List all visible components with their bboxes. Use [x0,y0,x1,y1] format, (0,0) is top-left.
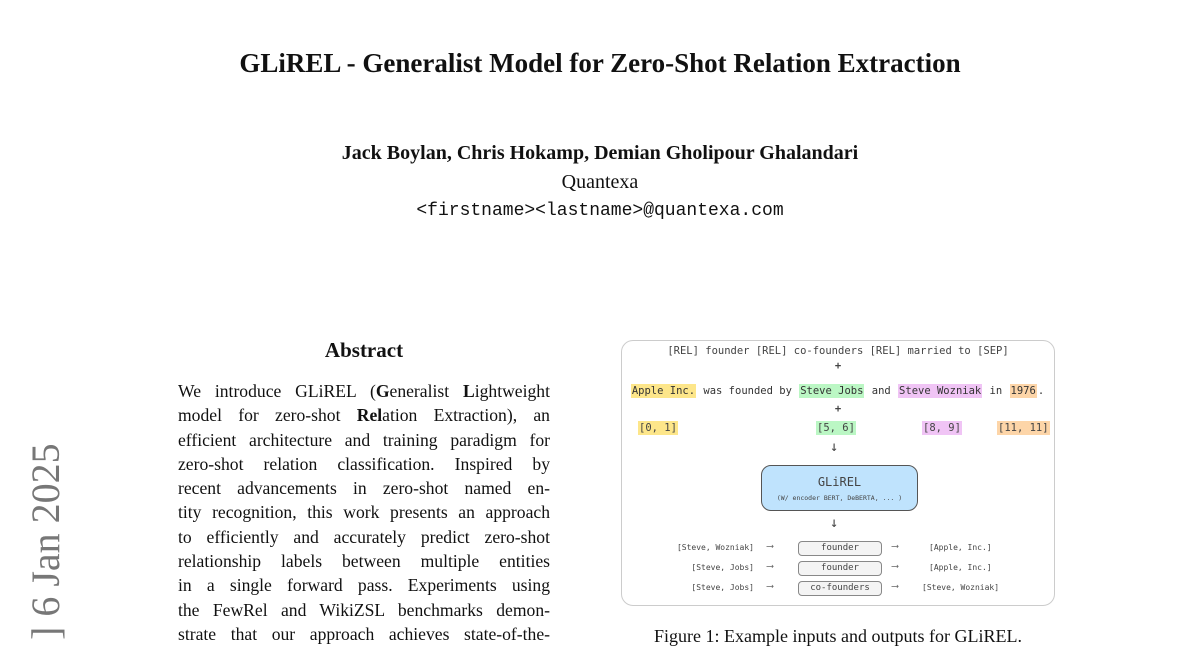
abstract-text: recent advancements in zero-shot named e… [178,478,550,499]
entity-highlight: Steve Wozniak [898,384,983,398]
input-sentence: Apple Inc. was founded by Steve Jobs and… [622,384,1054,398]
email: <firstname><lastname>@quantexa.com [416,201,784,221]
model-box: GLiREL (W/ encoder BERT, DeBERTA, ... ) [761,465,918,511]
paper-title: GLiREL - Generalist Model for Zero-Shot … [239,48,961,78]
abstract-text: strate that our approach achieves state-… [178,623,550,644]
abstract-text: tity recognition, this work presents an … [178,502,550,523]
arrow-right-icon: ⟶ [767,561,774,572]
abstract-line: the FewRel and WikiZSL benchmarks demon- [178,598,550,622]
relation-labels: [REL] founder [REL] co-founders [REL] ma… [667,345,1009,357]
affiliation: Quantexa [561,171,639,193]
abstract-text: to efficiently and accurately predict ze… [178,526,550,547]
abstract-text: G [375,381,390,401]
abstract-heading: Abstract [324,338,404,362]
abstract-text: ation Extraction), an [382,405,550,426]
tail-entity: [Apple, Inc.] [929,563,992,572]
abstract-line: relationship labels between multiple ent… [178,549,550,573]
head-entity: [Steve, Jobs] [691,583,754,592]
entity-span: [8, 9] [922,421,962,435]
abstract-body: We introduce GLiREL (Generalist Lightwei… [178,379,550,646]
tail-entity: [Steve, Wozniak] [922,583,1000,592]
arrow-down-icon: ↓ [830,515,839,531]
entity-span: [0, 1] [638,421,678,435]
abstract-line: in a single forward pass. Experiments us… [178,573,550,597]
tail-entity: [Apple, Inc.] [929,543,992,552]
figure-caption: Figure 1: Example inputs and outputs for… [654,626,1022,646]
arrow-right-icon: ⟶ [892,581,899,592]
sentence-text: was founded by [697,385,799,397]
relation-label: co-founders [798,581,882,596]
sentence-text: and [865,385,898,397]
sentence-text: . [1037,385,1045,397]
arrow-right-icon: ⟶ [892,561,899,572]
abstract-text: relationship labels between multiple ent… [178,551,550,572]
entity-highlight: 1976 [1009,384,1037,398]
entity-highlight: Steve Jobs [799,384,865,398]
head-entity: [Steve, Jobs] [691,563,754,572]
plus-sign-2: + [834,403,842,415]
abstract-text: We introduce GLiREL ( [178,381,376,401]
entity-span: [11, 11] [997,421,1050,435]
entity-span: [5, 6] [816,421,856,435]
abstract-line: efficient architecture and training para… [178,428,550,452]
authors: Jack Boylan, Chris Hokamp, Demian Gholip… [341,142,859,164]
arrow-down-icon: ↓ [830,439,839,455]
abstract-text: ightweight [474,381,550,401]
arrow-right-icon: ⟶ [767,541,774,552]
arrow-right-icon: ⟶ [892,541,899,552]
abstract-text: L [462,381,475,401]
arxiv-stamp: ] 6 Jan 2025 [23,443,68,640]
relation-label: founder [798,561,882,576]
abstract-line: recent advancements in zero-shot named e… [178,476,550,500]
relation-label: founder [798,541,882,556]
abstract-text: zero-shot relation classification. Inspi… [178,453,550,474]
abstract-text: in a single forward pass. Experiments us… [178,575,550,596]
sentence-text: in [983,385,1009,397]
abstract-text: the FewRel and WikiZSL benchmarks demon- [178,599,550,620]
abstract-text: model for zero-shot [178,405,357,426]
abstract-line: tity recognition, this work presents an … [178,500,550,524]
abstract-text: Rel [356,405,383,426]
abstract-line: model for zero-shot Relation Extraction)… [178,403,550,427]
figure-1: [REL] founder [REL] co-founders [REL] ma… [621,340,1055,606]
model-name: GLiREL [817,475,862,489]
plus-sign: + [834,360,842,372]
model-subtitle: (W/ encoder BERT, DeBERTA, ... ) [776,494,903,502]
head-entity: [Steve, Wozniak] [676,543,754,552]
abstract-line: We introduce GLiREL (Generalist Lightwei… [178,379,550,403]
abstract-text: eneralist [389,381,463,401]
arrow-right-icon: ⟶ [767,581,774,592]
abstract-line: strate that our approach achieves state-… [178,622,550,646]
abstract-line: to efficiently and accurately predict ze… [178,525,550,549]
entity-highlight: Apple Inc. [630,384,697,398]
abstract-line: zero-shot relation classification. Inspi… [178,452,550,476]
abstract-text: efficient architecture and training para… [178,429,550,450]
